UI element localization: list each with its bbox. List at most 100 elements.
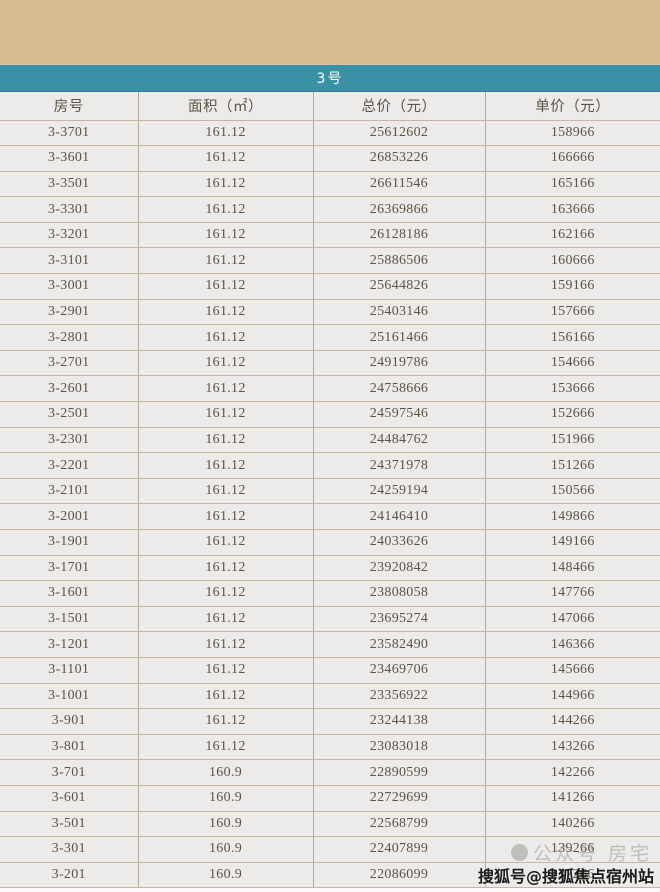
- cell-room-number: 3-501: [0, 811, 139, 838]
- cell-area: 161.12: [138, 708, 314, 735]
- table-row: 3-2701 161.12 24919786 154666: [0, 350, 660, 377]
- cell-total-price: 23356922: [313, 683, 486, 710]
- cell-unit-price: 156166: [485, 324, 660, 351]
- cell-unit-price: 158966: [485, 120, 660, 147]
- cell-area: 160.9: [138, 862, 314, 889]
- cell-room-number: 3-2301: [0, 427, 139, 454]
- table-row: 3-2001 161.12 24146410 149866: [0, 503, 660, 530]
- cell-area: 160.9: [138, 811, 314, 838]
- table-row: 3-3701 161.12 25612602 158966: [0, 120, 660, 147]
- cell-unit-price: 145666: [485, 657, 660, 684]
- cell-area: 161.12: [138, 145, 314, 172]
- cell-total-price: 23469706: [313, 657, 486, 684]
- cell-room-number: 3-301: [0, 836, 139, 863]
- cell-total-price: 24597546: [313, 401, 486, 428]
- cell-room-number: 3-3701: [0, 120, 139, 147]
- cell-unit-price: 154666: [485, 350, 660, 377]
- table-row: 3-2101 161.12 24259194 150566: [0, 478, 660, 505]
- cell-area: 161.12: [138, 478, 314, 505]
- building-title: 3号: [316, 71, 344, 87]
- cell-unit-price: 149166: [485, 529, 660, 556]
- cell-unit-price: 150566: [485, 478, 660, 505]
- cell-area: 161.12: [138, 631, 314, 658]
- cell-area: 161.12: [138, 273, 314, 300]
- cell-unit-price: 144266: [485, 708, 660, 735]
- cell-total-price: 22086099: [313, 862, 486, 889]
- cell-room-number: 3-2601: [0, 375, 139, 403]
- cell-area: 161.12: [138, 171, 314, 198]
- cell-total-price: 25886506: [313, 247, 486, 275]
- cell-area: 161.12: [138, 555, 314, 582]
- cell-total-price: 22568799: [313, 811, 486, 838]
- cell-total-price: 24259194: [313, 478, 486, 505]
- cell-unit-price: 137266: [485, 862, 660, 889]
- table-row: 3-2301 161.12 24484762 151966: [0, 427, 660, 454]
- table-row: 3-3301 161.12 26369866 163666: [0, 196, 660, 223]
- table-row: 3-1901 161.12 24033626 149166: [0, 529, 660, 556]
- cell-area: 161.12: [138, 350, 314, 377]
- cell-unit-price: 140266: [485, 811, 660, 838]
- table-header-row: 房号 面积（㎡） 总价（元） 单价（元）: [0, 92, 660, 121]
- cell-area: 161.12: [138, 683, 314, 710]
- cell-room-number: 3-801: [0, 734, 139, 761]
- cell-room-number: 3-3101: [0, 247, 139, 275]
- cell-area: 161.12: [138, 452, 314, 479]
- cell-total-price: 22407899: [313, 836, 486, 863]
- cell-unit-price: 151266: [485, 452, 660, 479]
- cell-area: 161.12: [138, 427, 314, 454]
- cell-area: 161.12: [138, 247, 314, 275]
- table-body: 3-3701 161.12 25612602 158966 3-3601 161.12 26…: [0, 120, 660, 889]
- cell-total-price: 24919786: [313, 350, 486, 377]
- cell-area: 160.9: [138, 785, 314, 812]
- cell-area: 161.12: [138, 580, 314, 607]
- cell-total-price: 24758666: [313, 375, 486, 403]
- table-row: 3-1601 161.12 23808058 147766: [0, 580, 660, 607]
- cell-room-number: 3-3201: [0, 222, 139, 249]
- cell-room-number: 3-2701: [0, 350, 139, 377]
- table-row: 3-501 160.9 22568799 140266: [0, 811, 660, 838]
- cell-total-price: 24484762: [313, 427, 486, 454]
- cell-room-number: 3-1001: [0, 683, 139, 710]
- cell-area: 161.12: [138, 324, 314, 351]
- cell-room-number: 3-1601: [0, 580, 139, 607]
- cell-unit-price: 147066: [485, 606, 660, 633]
- cell-unit-price: 147766: [485, 580, 660, 607]
- cell-unit-price: 165166: [485, 171, 660, 198]
- cell-area: 161.12: [138, 196, 314, 223]
- cell-area: 161.12: [138, 529, 314, 556]
- cell-unit-price: 159166: [485, 273, 660, 300]
- cell-area: 161.12: [138, 503, 314, 530]
- table-row: 3-1701 161.12 23920842 148466: [0, 555, 660, 582]
- cell-unit-price: 163666: [485, 196, 660, 223]
- table-row: 3-3501 161.12 26611546 165166: [0, 171, 660, 198]
- cell-room-number: 3-201: [0, 862, 139, 889]
- cell-room-number: 3-2501: [0, 401, 139, 428]
- cell-room-number: 3-2201: [0, 452, 139, 479]
- cell-unit-price: 146366: [485, 631, 660, 658]
- cell-total-price: 26369866: [313, 196, 486, 223]
- cell-room-number: 3-2901: [0, 299, 139, 326]
- cell-area: 160.9: [138, 759, 314, 786]
- cell-total-price: 25612602: [313, 120, 486, 147]
- cell-area: 161.12: [138, 375, 314, 403]
- cell-total-price: 25644826: [313, 273, 486, 300]
- cell-area: 161.12: [138, 299, 314, 326]
- cell-area: 161.12: [138, 222, 314, 249]
- table-row: 3-2901 161.12 25403146 157666: [0, 299, 660, 326]
- table-row: 3-3201 161.12 26128186 162166: [0, 222, 660, 249]
- building-title-bar: 3号: [0, 65, 660, 92]
- cell-area: 161.12: [138, 734, 314, 761]
- cell-total-price: 26611546: [313, 171, 486, 198]
- cell-total-price: 24371978: [313, 452, 486, 479]
- cell-unit-price: 157666: [485, 299, 660, 326]
- cell-total-price: 23808058: [313, 580, 486, 607]
- cell-unit-price: 149866: [485, 503, 660, 530]
- top-beige-band: [0, 0, 660, 65]
- cell-room-number: 3-901: [0, 708, 139, 735]
- table-row: 3-3001 161.12 25644826 159166: [0, 273, 660, 300]
- cell-room-number: 3-3601: [0, 145, 139, 172]
- cell-unit-price: 143266: [485, 734, 660, 761]
- cell-area: 160.9: [138, 836, 314, 863]
- cell-area: 161.12: [138, 657, 314, 684]
- cell-unit-price: 141266: [485, 785, 660, 812]
